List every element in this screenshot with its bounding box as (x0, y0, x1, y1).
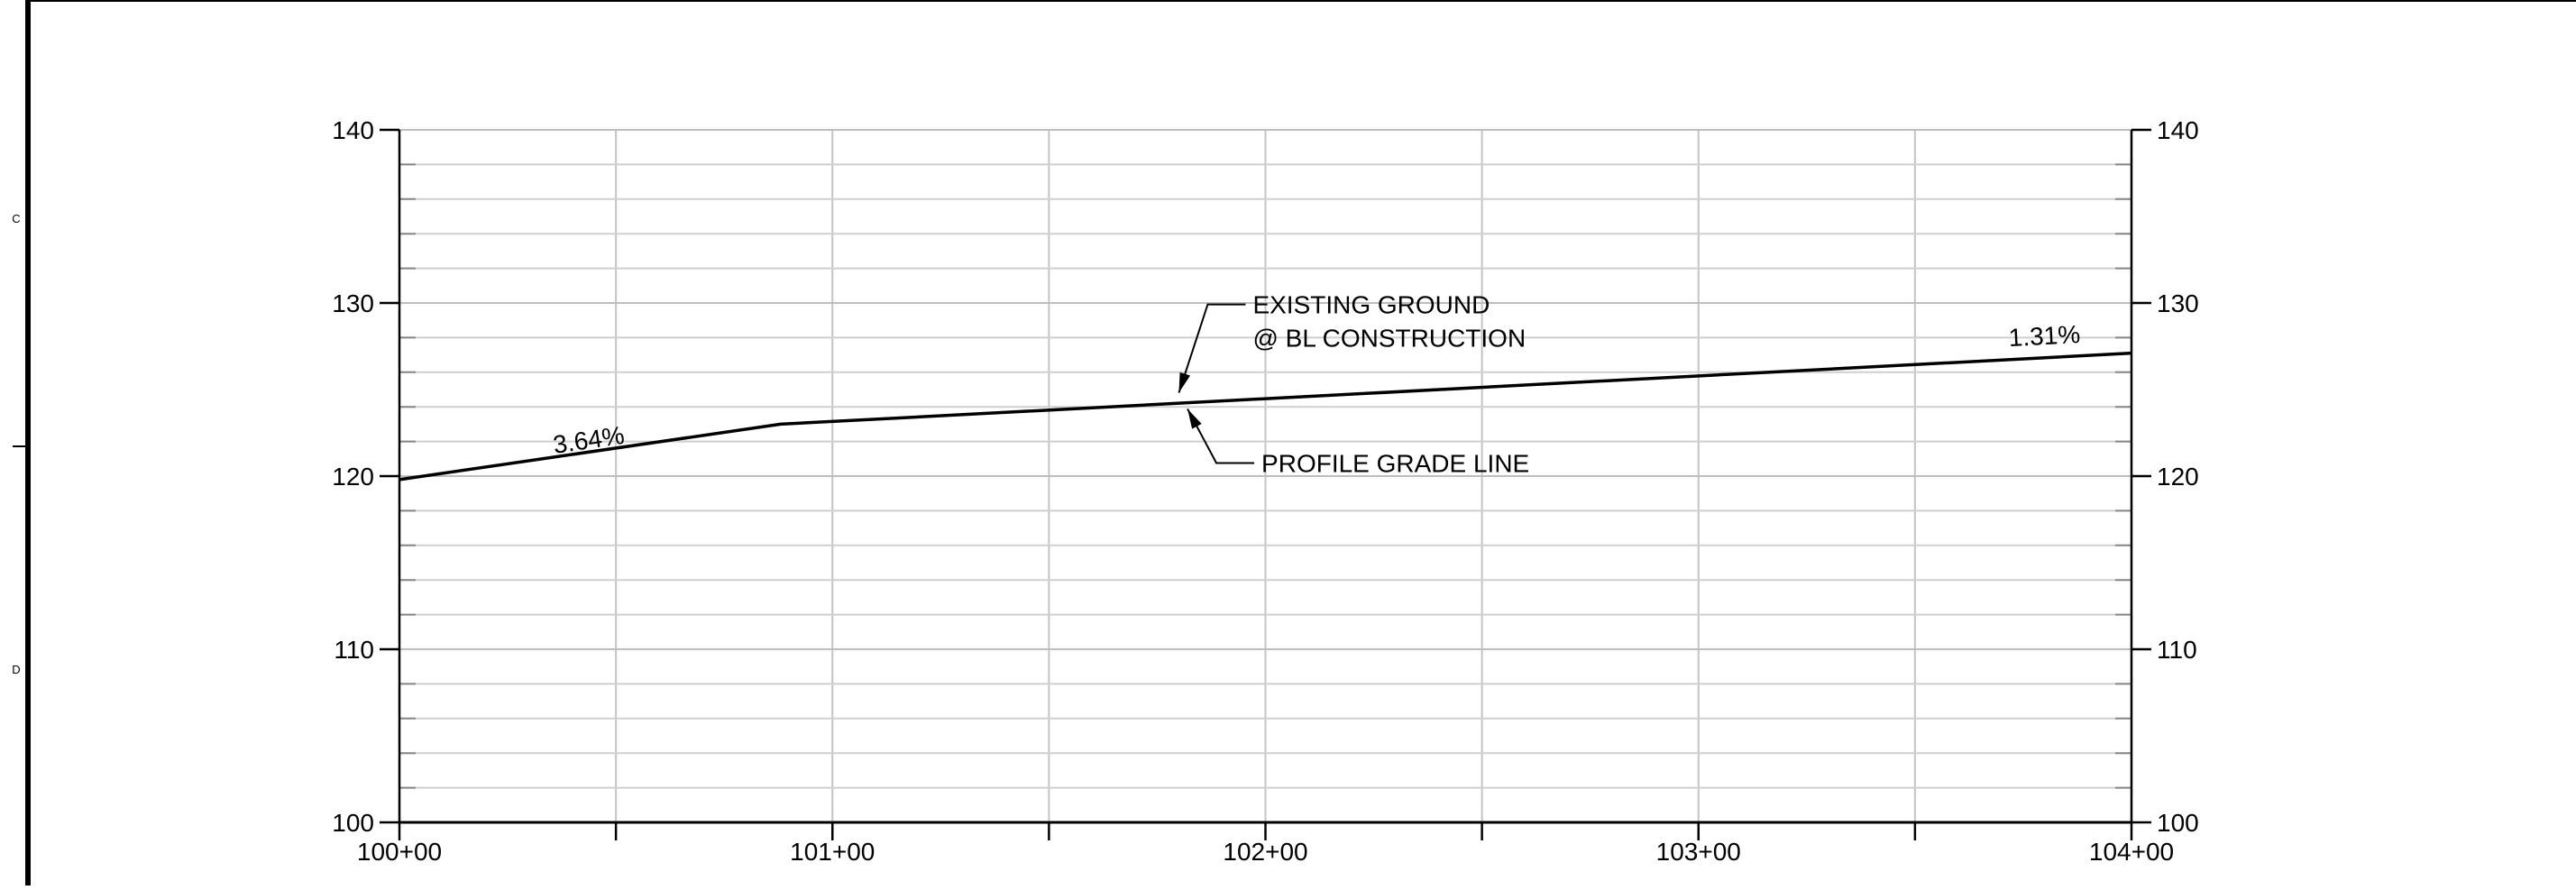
existing-ground-sublabel: @ BL CONSTRUCTION (1252, 325, 1526, 353)
y-tick-label-right: 120 (2157, 463, 2199, 491)
y-tick-label-left: 100 (332, 809, 374, 837)
profile-grade-leader (1187, 408, 1255, 464)
tick-labels: 100 100 110 110 120 120 130 130 140 140 100+00 101+… (332, 116, 2198, 866)
x-tick-label: 104+00 (2089, 838, 2174, 866)
y-tick-label-right: 110 (2157, 636, 2197, 664)
y-tick-label-left: 120 (332, 463, 374, 491)
profile-grade-label: PROFILE GRADE LINE (1261, 449, 1529, 477)
existing-ground-line (780, 352, 2132, 426)
border-letter-c: C (12, 212, 20, 225)
x-tick-label: 100+00 (357, 838, 442, 866)
x-tick-label: 101+00 (790, 838, 875, 866)
y-tick-label-right: 100 (2157, 809, 2199, 837)
slope-label-start: 3.64% (551, 421, 626, 459)
y-tick-label-left: 130 (332, 289, 374, 317)
y-tick-label-right: 140 (2157, 116, 2199, 144)
annotations: EXISTING GROUND @ BL CONSTRUCTION PROFIL… (551, 291, 2080, 478)
existing-ground-leader (1178, 303, 1246, 393)
border-letter-d: D (12, 663, 20, 676)
y-tick-label-left: 110 (334, 636, 374, 664)
existing-ground-arrowhead (1178, 372, 1190, 393)
profile-grade-arrowhead (1187, 408, 1202, 429)
y-tick-label-right: 130 (2157, 289, 2199, 317)
existing-ground-label: EXISTING GROUND (1252, 291, 1490, 319)
series (399, 351, 2132, 482)
x-tick-label: 102+00 (1223, 838, 1307, 866)
axes (380, 128, 2151, 840)
y-tick-label-left: 140 (332, 116, 374, 144)
x-tick-label: 103+00 (1656, 838, 1741, 866)
slope-label-end: 1.31% (2008, 320, 2081, 352)
grid (399, 129, 2131, 822)
